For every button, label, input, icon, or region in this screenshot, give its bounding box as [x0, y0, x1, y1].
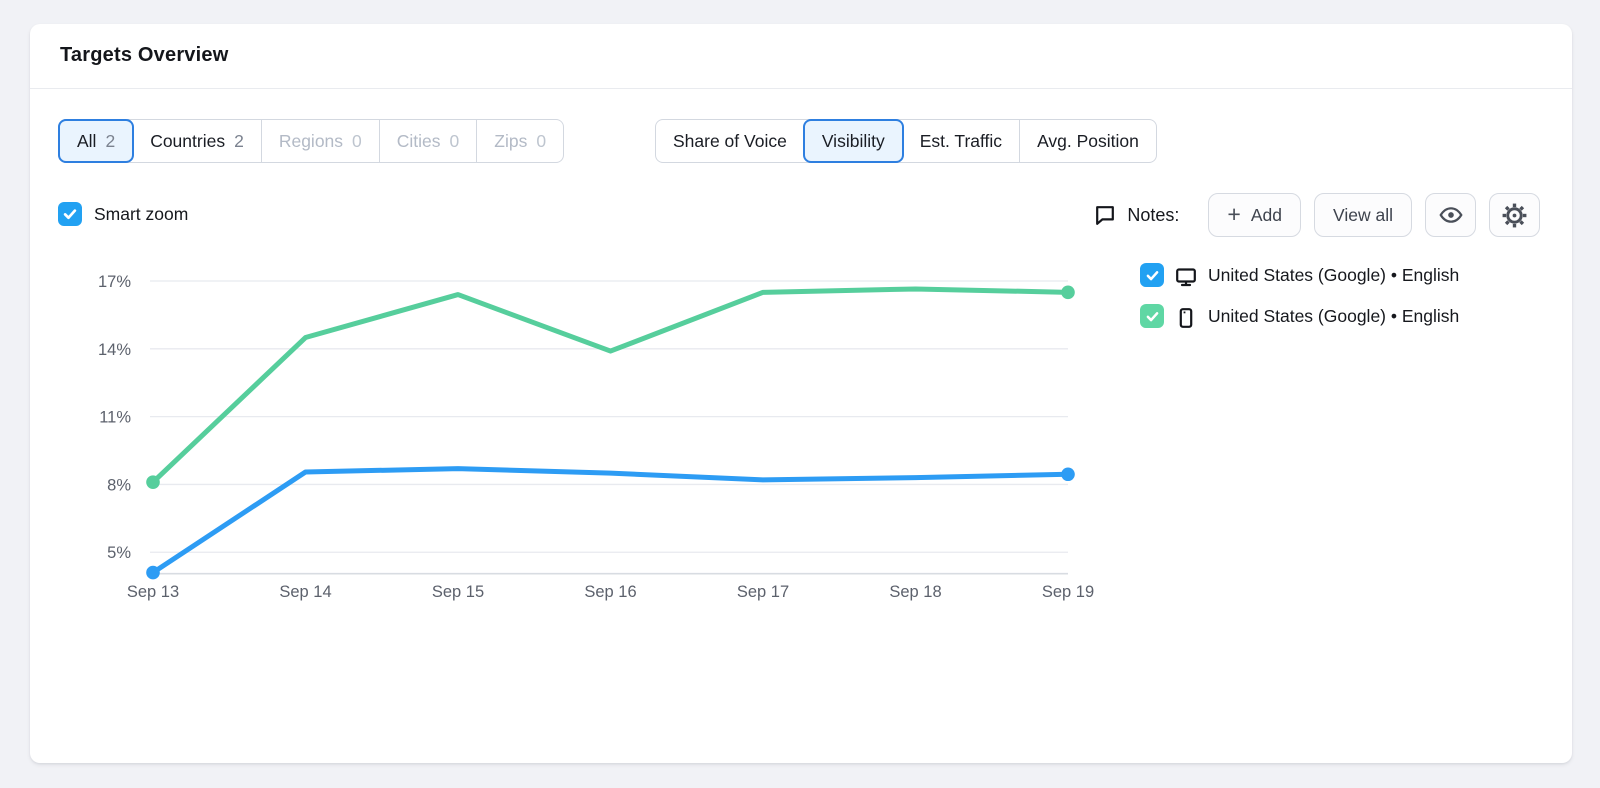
tab-avg-position-label: Avg. Position [1037, 130, 1139, 151]
tab-countries-count: 2 [234, 130, 244, 151]
targets-overview-card: Targets Overview All 2 Countries 2 Regio… [30, 24, 1572, 763]
mobile-icon [1174, 306, 1198, 330]
legend-mobile-checkbox[interactable] [1140, 304, 1164, 328]
x-tick-label: Sep 18 [889, 583, 941, 601]
tab-countries[interactable]: Countries 2 [133, 120, 261, 162]
tab-all-label: All [77, 130, 97, 151]
y-tick-label: 11% [99, 409, 131, 427]
tab-regions-count: 0 [352, 130, 362, 151]
tab-share-of-voice-label: Share of Voice [673, 130, 787, 151]
plus-icon: + [1227, 200, 1241, 227]
tab-all[interactable]: All 2 [58, 119, 135, 163]
metric-tabs: Share of Voice Visibility Est. Traffic A… [655, 119, 1157, 163]
view-all-label: View all [1333, 204, 1393, 225]
tab-regions: Regions 0 [260, 120, 379, 162]
series-endpoint-0 [146, 565, 160, 580]
tab-est-traffic-label: Est. Traffic [919, 130, 1003, 151]
legend-mobile-label: United States (Google) • English [1208, 306, 1460, 326]
y-tick-label: 17% [98, 273, 131, 291]
checkmark-icon [1146, 270, 1158, 280]
y-tick-label: 5% [107, 544, 131, 562]
series-line-1 [150, 286, 1071, 485]
add-note-label: Add [1250, 204, 1282, 225]
tab-countries-label: Countries [150, 130, 226, 151]
tab-all-count: 2 [105, 130, 116, 151]
page-title: Targets Overview [60, 44, 229, 66]
y-tick-label: 14% [98, 341, 131, 359]
checkmark-icon [1146, 311, 1158, 321]
tab-avg-position[interactable]: Avg. Position [1019, 120, 1156, 162]
tab-regions-label: Regions [278, 130, 344, 151]
tab-zips-label: Zips [494, 130, 528, 151]
smart-zoom-label: Smart zoom [94, 203, 189, 224]
series-endpoint-1 [146, 475, 160, 489]
tab-zips: Zips 0 [476, 120, 563, 162]
series-endpoint-0 [1061, 467, 1075, 482]
header-divider [30, 88, 1572, 89]
chart-svg: 5% 8% 11% 14% 17% Sep 13 Sep 14 Sep 15 Sep 16 Sep… [98, 273, 1094, 601]
toggle-visibility-button[interactable] [1425, 193, 1476, 237]
gear-icon [1502, 203, 1527, 227]
add-note-button[interactable]: + Add [1208, 193, 1301, 237]
series-line-0 [150, 466, 1071, 576]
target-filter-tabs: All 2 Countries 2 Regions 0 Cities 0 Zip… [58, 119, 565, 163]
smart-zoom-control: Smart zoom [58, 202, 188, 226]
checkmark-icon [63, 209, 77, 220]
tab-cities-count: 0 [449, 130, 460, 151]
series-endpoint-1 [1061, 285, 1075, 300]
note-bubble-icon [1096, 206, 1115, 225]
tab-zips-count: 0 [536, 130, 547, 151]
legend-item-desktop[interactable]: United States (Google) • English [1140, 263, 1478, 290]
legend-item-mobile[interactable]: United States (Google) • English [1140, 304, 1478, 331]
tab-visibility-label: Visibility [821, 130, 885, 151]
smart-zoom-checkbox[interactable] [58, 202, 82, 226]
tab-cities-label: Cities [396, 130, 441, 151]
legend-desktop-label: United States (Google) • English [1208, 265, 1460, 285]
x-tick-label: Sep 13 [127, 583, 179, 601]
notes-cluster: Notes: + Add View all [1093, 193, 1540, 237]
x-tick-label: Sep 14 [279, 583, 331, 601]
notes-label-text: Notes: [1127, 204, 1180, 225]
tab-share-of-voice[interactable]: Share of Voice [656, 120, 804, 162]
chart-legend: United States (Google) • English United … [1140, 263, 1478, 331]
settings-button[interactable] [1489, 193, 1540, 237]
x-tick-label: Sep 17 [737, 583, 789, 601]
eye-icon [1438, 207, 1463, 223]
legend-desktop-checkbox[interactable] [1140, 263, 1164, 287]
x-tick-label: Sep 15 [432, 583, 484, 601]
desktop-icon [1174, 265, 1198, 289]
tab-visibility[interactable]: Visibility [802, 119, 904, 163]
tab-est-traffic[interactable]: Est. Traffic [903, 120, 1019, 162]
y-tick-label: 8% [107, 476, 131, 494]
tab-cities: Cities 0 [378, 120, 477, 162]
notes-label: Notes: [1093, 203, 1179, 227]
x-tick-label: Sep 19 [1042, 583, 1094, 601]
x-tick-label: Sep 16 [584, 583, 636, 601]
visibility-chart: 5% 8% 11% 14% 17% Sep 13 Sep 14 Sep 15 Sep 16 Sep… [60, 250, 1094, 610]
view-all-notes-button[interactable]: View all [1314, 193, 1412, 237]
